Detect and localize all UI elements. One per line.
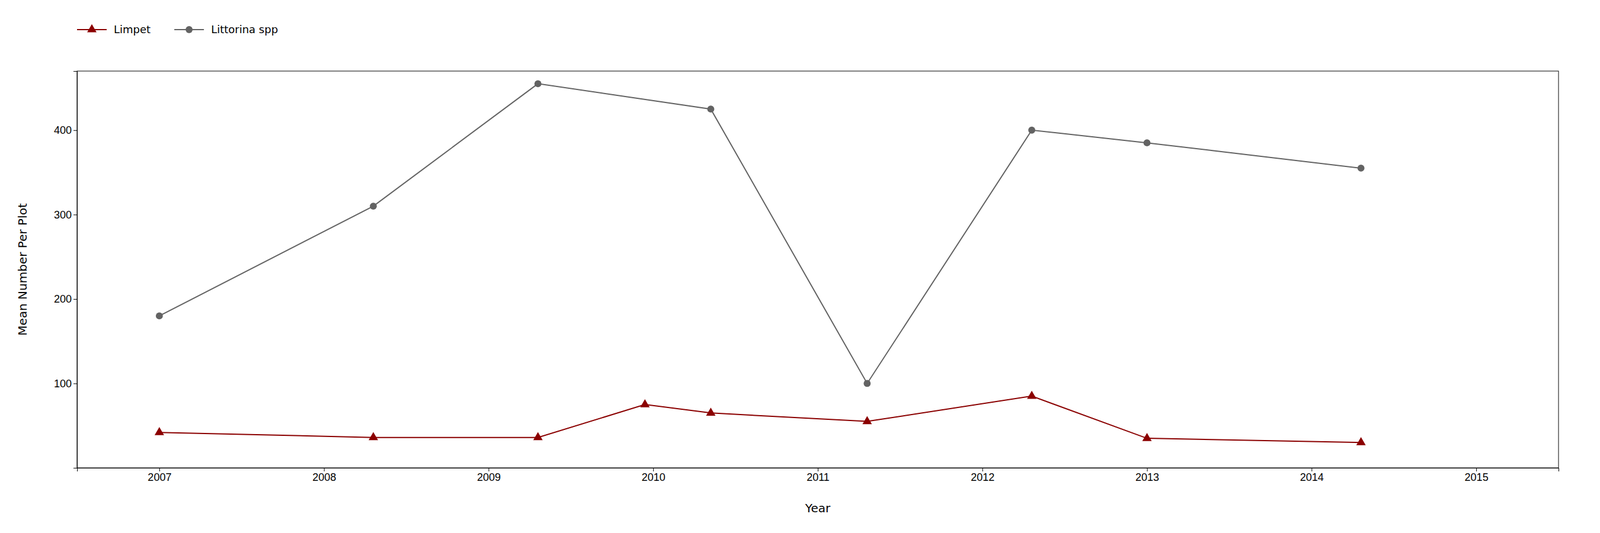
series-point xyxy=(154,427,165,436)
marks xyxy=(154,80,1366,446)
x-tick-label: 2014 xyxy=(1300,471,1324,484)
legend-marker xyxy=(185,26,193,34)
x-tick-label: 2008 xyxy=(312,471,336,484)
series-point xyxy=(707,105,715,113)
series-point xyxy=(1142,433,1152,442)
y-tick-label: 200 xyxy=(53,293,72,306)
x-tick-label: 2009 xyxy=(477,471,501,484)
y-tick-label: 100 xyxy=(53,378,72,390)
y-tick-label: 400 xyxy=(53,124,72,137)
y-tick-mark xyxy=(73,214,78,216)
chart: 2007 2008 2009 2010 2011 2012 2013 2014 2015 100 2… xyxy=(0,0,1600,533)
y-axis: 100 200 300 400 xyxy=(53,71,78,469)
series xyxy=(154,391,1366,446)
x-tick: 2008 xyxy=(312,468,336,484)
y-tick-mark xyxy=(73,383,78,384)
series-point xyxy=(1026,391,1037,400)
x-tick-label: 2010 xyxy=(641,471,666,484)
y-tick: 300 xyxy=(53,209,78,222)
x-axis: 2007 2008 2009 2010 2011 2012 2013 2014 2015 xyxy=(77,468,1560,484)
y-tick-label: 300 xyxy=(53,209,72,222)
x-tick: 2010 xyxy=(641,468,666,484)
series-point xyxy=(862,416,872,425)
series-point xyxy=(1357,164,1365,172)
series-point xyxy=(534,80,542,88)
x-tick: 2015 xyxy=(1464,468,1489,484)
series-point xyxy=(1356,437,1366,446)
series-point xyxy=(705,407,716,416)
legend-item: Limpet xyxy=(77,23,151,36)
series xyxy=(155,80,1365,387)
legend-label: Littorina spp xyxy=(210,23,278,36)
x-tick: 2014 xyxy=(1300,468,1324,484)
legend-marker xyxy=(87,24,97,33)
x-tick: 2007 xyxy=(147,468,172,484)
legend-item: Littorina spp xyxy=(174,23,278,36)
y-tick: 100 xyxy=(53,378,78,390)
series-point xyxy=(533,432,543,441)
x-tick: 2013 xyxy=(1135,468,1160,484)
x-tick-label: 2007 xyxy=(147,471,172,484)
y-axis-title: Mean Number Per Plot xyxy=(15,203,30,336)
y-tick: 200 xyxy=(53,293,78,306)
series-point xyxy=(640,399,650,408)
x-tick-label: 2011 xyxy=(806,471,830,484)
series-point xyxy=(155,312,163,320)
y-tick-mark xyxy=(73,299,78,300)
plot-frame xyxy=(77,71,1559,469)
series-line xyxy=(159,396,1362,443)
x-tick: 2012 xyxy=(970,468,995,484)
series-point xyxy=(863,380,871,388)
y-tick-mark xyxy=(73,130,78,131)
series-line xyxy=(159,83,1362,384)
series-point xyxy=(1143,139,1151,147)
series-point xyxy=(369,202,377,210)
plot: 2007 2008 2009 2010 2011 2012 2013 2014 2015 100 2… xyxy=(53,71,1560,484)
x-tick-label: 2012 xyxy=(970,471,995,484)
x-tick-label: 2015 xyxy=(1464,471,1489,484)
legend-label: Limpet xyxy=(113,23,151,36)
x-tick: 2011 xyxy=(806,468,830,484)
x-axis-title: Year xyxy=(804,501,831,516)
series-point xyxy=(368,432,379,441)
legend: Limpet Littorina spp xyxy=(77,23,278,36)
x-tick: 2009 xyxy=(477,468,501,484)
series-point xyxy=(1028,126,1036,134)
y-axis-line xyxy=(73,71,78,469)
x-tick-label: 2013 xyxy=(1135,471,1160,484)
y-tick: 400 xyxy=(53,124,78,137)
